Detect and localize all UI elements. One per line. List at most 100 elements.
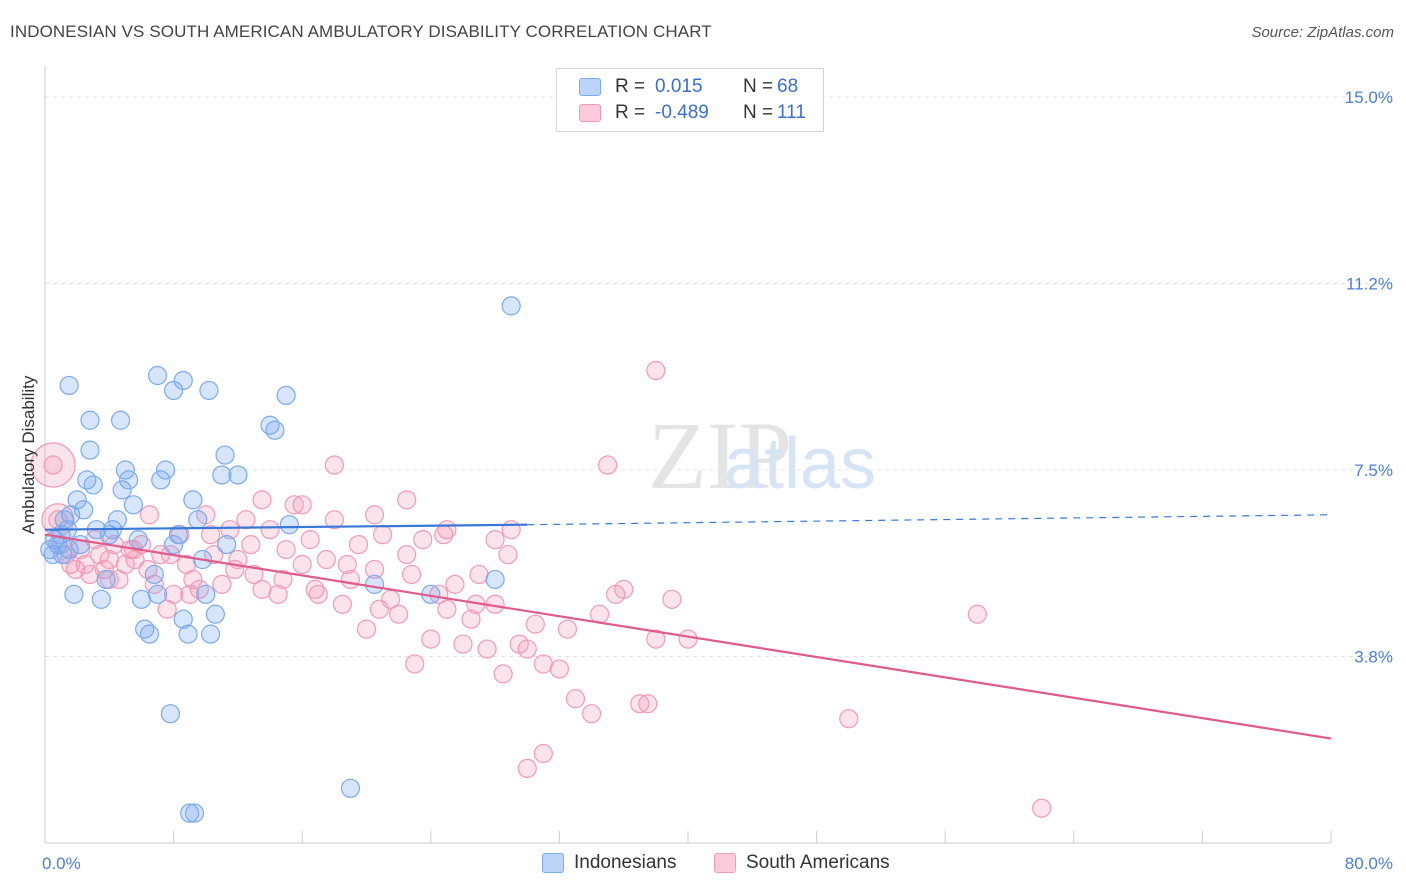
south-american-point	[533, 743, 553, 764]
legend-n-value: 68	[777, 76, 799, 97]
south-american-point	[839, 709, 859, 729]
indonesian-point	[96, 569, 116, 590]
series-swatch-indonesians	[542, 853, 564, 873]
south-american-point	[236, 510, 256, 530]
watermark-atlas: atlas	[724, 424, 876, 504]
indonesian-point	[173, 370, 193, 391]
indonesian-point	[164, 534, 184, 555]
south-american-point	[356, 619, 377, 639]
chart-title: INDONESIAN VS SOUTH AMERICAN AMBULATORY …	[10, 22, 712, 41]
south-american-point	[389, 604, 409, 624]
indonesian-point	[178, 624, 198, 644]
indonesian-point	[364, 574, 385, 594]
south-american-point	[598, 455, 618, 475]
legend-n-value: 111	[777, 102, 806, 123]
indonesian-point	[199, 380, 219, 401]
south-american-point	[517, 758, 537, 779]
y-tick-label: 11.2%	[1346, 275, 1393, 294]
indonesian-point	[59, 375, 79, 396]
south-american-point	[485, 530, 505, 550]
south-american-point	[115, 554, 135, 575]
trend-lines	[44, 514, 1332, 740]
y-tick-label: 3.8%	[1354, 648, 1393, 667]
indonesian-point	[183, 490, 203, 510]
south-american-point	[183, 569, 203, 590]
legend-n-label: N =	[743, 76, 774, 97]
south-american-point	[638, 694, 658, 714]
south-american-point	[241, 534, 261, 555]
correlation-legend: R = 0.015 N = 68 R = -0.489 N = 111	[556, 68, 824, 132]
indonesian-point	[188, 510, 208, 530]
indonesian-point	[501, 296, 521, 316]
indonesians-trend-extension	[527, 514, 1332, 526]
south-american-point	[646, 629, 666, 649]
south-american-point	[469, 564, 489, 585]
y-axis-title: Ambulatory Disability	[19, 375, 38, 534]
south-american-point	[200, 525, 221, 545]
indonesian-point	[212, 465, 232, 485]
watermark-zip: ZIP	[648, 402, 792, 509]
y-tick-label: 7.5%	[1354, 461, 1393, 480]
south-american-point	[477, 639, 497, 659]
legend-n-label: N =	[743, 102, 774, 123]
south-american-point	[445, 574, 465, 594]
south-american-point	[212, 574, 232, 594]
legend-row-south-americans: R = -0.489 N = 111	[579, 101, 806, 125]
south-american-point	[364, 505, 385, 525]
indonesian-point	[168, 525, 189, 545]
x-tick-label: 80.0%	[1345, 854, 1393, 873]
south-american-point	[30, 442, 76, 488]
legend-r-value: 0.015	[655, 76, 703, 97]
south-american-point	[413, 530, 433, 550]
south-american-point	[189, 579, 209, 599]
south-american-point	[43, 455, 63, 475]
south-american-point	[369, 599, 389, 619]
south-americans-trend-line	[44, 533, 1332, 740]
indonesian-point	[128, 530, 148, 550]
south-american-point	[252, 579, 272, 599]
indonesian-point	[200, 624, 221, 644]
south-american-point	[75, 554, 95, 575]
legend-r-value: -0.489	[655, 102, 709, 123]
south-american-point	[1032, 798, 1052, 818]
axes	[44, 66, 1332, 844]
south-american-point	[292, 554, 312, 575]
indonesian-point	[77, 470, 97, 490]
south-american-point	[372, 525, 393, 545]
x-tick-label: 0.0%	[42, 854, 81, 873]
south-american-point	[94, 559, 115, 580]
south-american-point	[292, 495, 312, 515]
indonesian-point	[147, 365, 168, 386]
south-american-point	[678, 629, 698, 649]
indonesian-point	[164, 380, 184, 401]
south-american-point	[252, 490, 272, 510]
south-american-point	[565, 689, 586, 709]
series-label-south-americans: South Americans	[746, 852, 890, 873]
south-american-point	[498, 544, 518, 565]
south-american-point	[324, 510, 344, 530]
south-american-point	[557, 619, 578, 639]
indonesian-point	[184, 803, 205, 823]
south-american-point	[405, 654, 425, 674]
indonesian-point	[173, 609, 193, 629]
indonesian-point	[80, 440, 100, 460]
series-legend-indonesians: Indonesians	[542, 852, 676, 874]
indonesians-points	[40, 296, 521, 823]
south-american-point	[348, 534, 369, 555]
indonesian-point	[276, 385, 296, 405]
indonesian-point	[196, 584, 216, 604]
indonesian-point	[59, 539, 79, 560]
south-american-point	[180, 584, 200, 604]
south-american-point	[305, 579, 325, 599]
indonesian-point	[91, 589, 111, 609]
south-american-point	[268, 584, 288, 604]
x-tick-labels: 0.0% 80.0%	[42, 854, 1393, 873]
south-american-point	[260, 520, 280, 540]
legend-swatch-south-americans	[579, 104, 601, 122]
series-legend: Indonesians South Americans	[0, 852, 1406, 876]
south-american-point	[332, 594, 352, 614]
south-american-point	[397, 544, 417, 565]
south-american-point	[437, 599, 457, 619]
series-legend-south-americans: South Americans	[714, 852, 890, 874]
